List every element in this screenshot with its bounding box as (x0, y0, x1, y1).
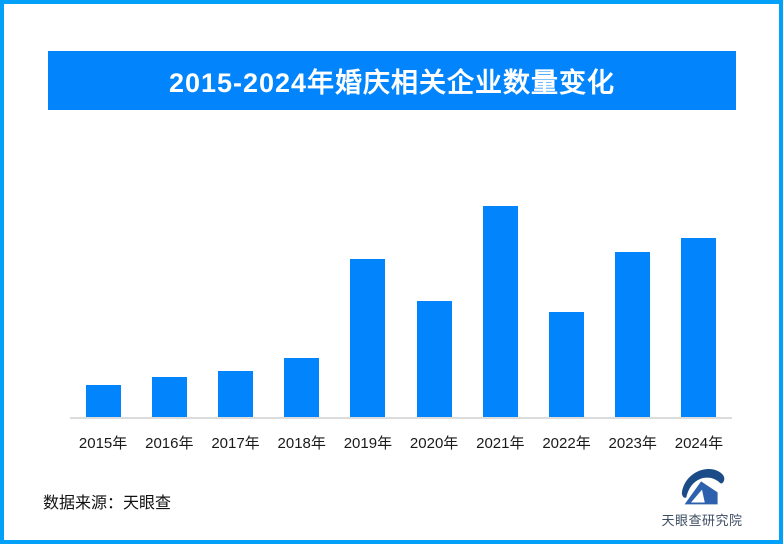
tianyancha-logo-icon (681, 469, 725, 505)
x-axis-label: 2019年 (343, 435, 393, 452)
tianyancha-logo: 天眼查研究院 (654, 464, 750, 529)
bar-2015年 (85, 385, 121, 417)
bar-chart (70, 206, 732, 417)
bar-slot (70, 206, 136, 417)
x-axis-label: 2021年 (476, 435, 525, 452)
x-axis-label: 2016年 (145, 435, 194, 452)
x-axis-label: 2022年 (542, 435, 591, 452)
bar-slot (202, 206, 268, 417)
data-source-text: 数据来源：天眼查 (43, 495, 172, 512)
bar-slot (269, 206, 335, 417)
bar-2023年 (615, 252, 651, 417)
bar-slot (666, 206, 732, 417)
bar-2017年 (218, 370, 253, 417)
bar-slot (467, 206, 533, 417)
bar-2016年 (151, 376, 187, 417)
bar-2018年 (284, 357, 320, 417)
bar-slot (533, 206, 599, 417)
x-axis-line (70, 417, 732, 419)
bar-2024年 (681, 237, 717, 417)
x-axis-label: 2020年 (409, 435, 459, 452)
bar-2021年 (482, 206, 518, 417)
bar-slot (401, 206, 467, 417)
bar-2020年 (416, 300, 452, 417)
x-axis-label: 2023年 (608, 435, 657, 452)
bar-slot (335, 206, 401, 417)
x-axis-labels: 2015年 2016年 2017年 2018年 2019年 2020年 2021年 2022年… (70, 432, 732, 453)
x-axis-label: 2015年 (78, 435, 128, 452)
chart-title-banner: 2015-2024年婚庆相关企业数量变化 (48, 51, 736, 110)
x-axis-label: 2018年 (277, 435, 326, 452)
x-axis-label: 2017年 (211, 435, 260, 452)
bar-2019年 (350, 258, 386, 417)
bar-slot (600, 206, 666, 417)
x-axis-label: 2024年 (674, 435, 724, 452)
tianyancha-logo-text: 天眼查研究院 (661, 513, 743, 528)
bar-2022年 (549, 311, 585, 417)
bar-slot (136, 206, 202, 417)
chart-title: 2015-2024年婚庆相关企业数量变化 (168, 68, 616, 98)
